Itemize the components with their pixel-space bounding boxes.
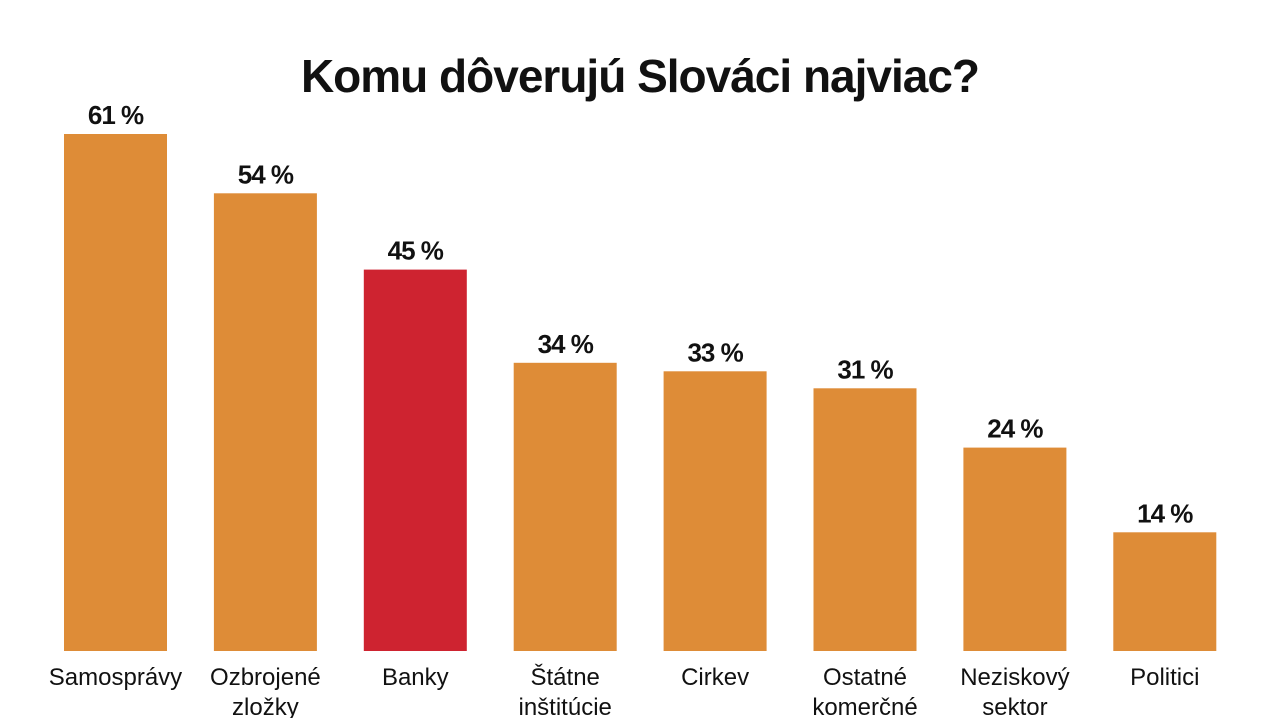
category-label-line: Cirkev [681,664,749,691]
category-label-3: Štátne inštitúcie [519,663,612,718]
bars-layer [64,134,1217,652]
category-label-2: Banky [382,664,449,691]
category-label-line: Štátne [531,663,600,691]
category-label-line: komerčné [812,694,917,718]
value-label-5: 31 % [837,354,893,384]
category-label-line: inštitúcie [519,694,612,718]
bar-4 [663,371,767,651]
category-label-line: Ozbrojené [210,664,321,691]
category-label-line: zložky [232,694,299,718]
value-labels-layer: 61 % 54 % 45 % 34 % 33 % 31 % 24 % 14 % [88,100,1194,528]
bar-3 [513,362,617,651]
category-label-line: sektor [982,694,1047,718]
category-label-line: Banky [382,664,449,691]
value-label-4: 33 % [687,337,743,367]
value-label-1: 54 % [238,159,294,189]
bar-6 [963,447,1067,651]
bar-1 [213,193,317,652]
category-label-6: Neziskový sektor [960,664,1069,718]
value-label-6: 24 % [987,414,1043,444]
chart-title: Komu dôverujú Slováci najviac? [301,50,979,102]
category-label-5: Ostatné komerčné [812,664,917,718]
category-label-7: Politici [1130,664,1199,691]
category-label-line: Neziskový [960,664,1069,691]
bar-5 [813,388,917,651]
bar-2 [363,269,467,651]
category-label-0: Samosprávy [49,664,182,691]
value-label-7: 14 % [1137,498,1193,528]
value-label-3: 34 % [538,329,594,359]
category-label-line: Politici [1130,664,1199,691]
category-label-line: Ostatné [823,664,907,691]
category-label-1: Ozbrojené zložky [210,664,321,718]
category-label-4: Cirkev [681,664,749,691]
bar-7 [1113,532,1217,651]
bar-0 [64,134,167,651]
value-label-2: 45 % [388,236,444,266]
category-labels-layer: Samosprávy Ozbrojené zložky Banky Štátne inšt… [49,663,1200,718]
value-label-0: 61 % [88,100,144,130]
category-label-line: Samosprávy [49,664,182,691]
